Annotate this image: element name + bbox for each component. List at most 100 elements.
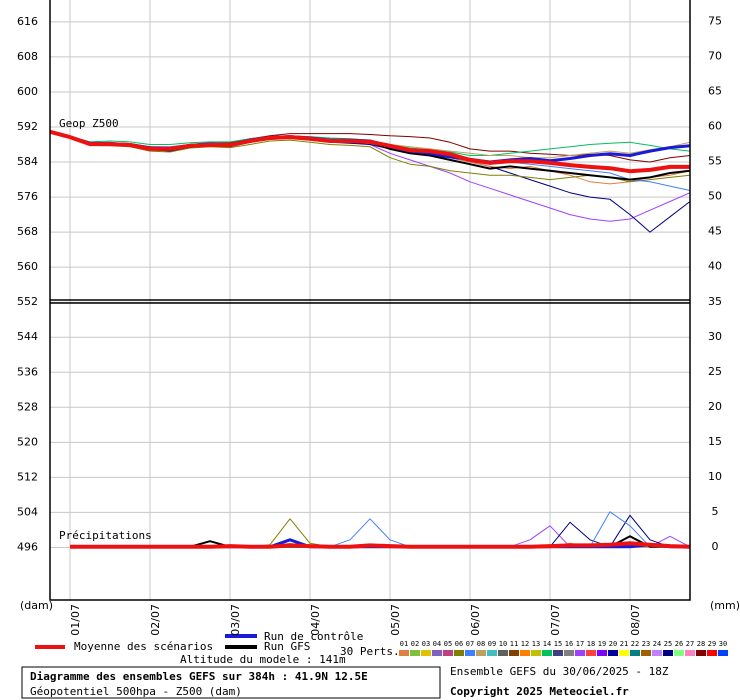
- legend: Moyenne des scénarios Run de contrôle Ru…: [35, 630, 728, 658]
- member-label: 07: [466, 640, 474, 648]
- member-label: 03: [422, 640, 430, 648]
- member-swatch: [619, 650, 629, 656]
- y2-tick-label: 60: [708, 120, 722, 133]
- member-swatch: [564, 650, 574, 656]
- legend-label: Moyenne des scénarios: [74, 640, 213, 653]
- member-label: 19: [598, 640, 606, 648]
- member-label: 06: [455, 640, 463, 648]
- y2-tick-label: 40: [708, 260, 722, 273]
- panel-label: Geop Z500: [59, 117, 119, 130]
- member-swatch: [597, 650, 607, 656]
- member-swatch: [443, 650, 453, 656]
- member-label: 17: [576, 640, 584, 648]
- y-tick-label: 560: [17, 260, 38, 273]
- y-tick-label: 528: [17, 400, 38, 413]
- y-tick-label: 576: [17, 190, 38, 203]
- copyright: Copyright 2025 Meteociel.fr: [450, 685, 629, 698]
- title-box: [21, 666, 441, 699]
- member-swatch: [696, 650, 706, 656]
- member-swatch: [718, 650, 728, 656]
- x-tick-label: 05/07: [389, 604, 402, 636]
- member-swatch: [542, 650, 552, 656]
- member-swatch: [509, 650, 519, 656]
- y2-tick-label: 30: [708, 330, 722, 343]
- member-label: 26: [675, 640, 683, 648]
- member-swatch: [663, 650, 673, 656]
- y2-tick-label: 35: [708, 295, 722, 308]
- member-swatch: [685, 650, 695, 656]
- member-label: 01: [400, 640, 408, 648]
- y2-tick-label: 65: [708, 85, 722, 98]
- altitude: Altitude du modele : 141m: [180, 653, 346, 666]
- y-tick-label: 512: [17, 470, 38, 483]
- member-swatch: [707, 650, 717, 656]
- y-tick-label: 568: [17, 225, 38, 238]
- member-label: 24: [653, 640, 661, 648]
- member-swatch: [641, 650, 651, 656]
- member-swatch: [674, 650, 684, 656]
- member-label: 30: [719, 640, 727, 648]
- perturbation-line: [49, 131, 691, 183]
- x-tick-label: 03/07: [229, 604, 242, 636]
- y-tick-label: 496: [17, 540, 38, 553]
- plot-lines: [49, 129, 691, 549]
- member-label: 28: [697, 640, 705, 648]
- y2-tick-label: 10: [708, 470, 722, 483]
- panel-label: Précipitations: [59, 529, 152, 542]
- y2-tick-label: 5: [712, 505, 719, 518]
- legend-label: Run GFS: [264, 640, 310, 653]
- member-label: 12: [521, 640, 529, 648]
- x-tick-label: 01/07: [69, 604, 82, 636]
- member-label: 27: [686, 640, 694, 648]
- member-label: 16: [565, 640, 573, 648]
- y2-tick-label: 20: [708, 400, 722, 413]
- member-swatch: [553, 650, 563, 656]
- member-label: 18: [587, 640, 595, 648]
- y2-tick-label: 55: [708, 155, 722, 168]
- member-swatch: [410, 650, 420, 656]
- member-label: 22: [631, 640, 639, 648]
- member-label: 08: [477, 640, 485, 648]
- series-line: [49, 129, 690, 174]
- member-label: 23: [642, 640, 650, 648]
- y-tick-label: 592: [17, 120, 38, 133]
- member-label: 09: [488, 640, 496, 648]
- y-tick-label: 608: [17, 50, 38, 63]
- y-tick-label: 520: [17, 435, 38, 448]
- y-tick-label: 600: [17, 85, 38, 98]
- y-tick-label: 536: [17, 365, 38, 378]
- member-label: 05: [444, 640, 452, 648]
- member-label: 11: [510, 640, 518, 648]
- member-swatch: [487, 650, 497, 656]
- member-swatch: [399, 650, 409, 656]
- y2-tick-label: 50: [708, 190, 722, 203]
- x-tick-label: 04/07: [309, 604, 322, 636]
- run-label: Ensemble GEFS du 30/06/2025 - 18Z: [450, 665, 669, 678]
- member-swatch: [586, 650, 596, 656]
- y-tick-label: 552: [17, 295, 38, 308]
- y-tick-label: 616: [17, 15, 38, 28]
- member-label: 02: [411, 640, 419, 648]
- perts-label: 30 Perts.: [340, 645, 400, 658]
- member-swatch: [432, 650, 442, 656]
- y2-tick-label: 75: [708, 15, 722, 28]
- member-label: 20: [609, 640, 617, 648]
- member-swatch: [454, 650, 464, 656]
- member-label: 14: [543, 640, 551, 648]
- member-label: 10: [499, 640, 507, 648]
- x-tick-label: 06/07: [469, 604, 482, 636]
- member-swatch: [531, 650, 541, 656]
- member-swatch: [652, 650, 662, 656]
- member-label: 29: [708, 640, 716, 648]
- legend-label: Run de contrôle: [264, 630, 363, 643]
- member-swatch: [520, 650, 530, 656]
- y2-tick-label: 15: [708, 435, 722, 448]
- chart-subtitle: Géopotentiel 500hpa - Z500 (dam): [30, 685, 242, 698]
- y2-tick-label: 25: [708, 365, 722, 378]
- member-label: 15: [554, 640, 562, 648]
- y2-tick-label: 0: [712, 540, 719, 553]
- member-label: 13: [532, 640, 540, 648]
- y-tick-label: 504: [17, 505, 38, 518]
